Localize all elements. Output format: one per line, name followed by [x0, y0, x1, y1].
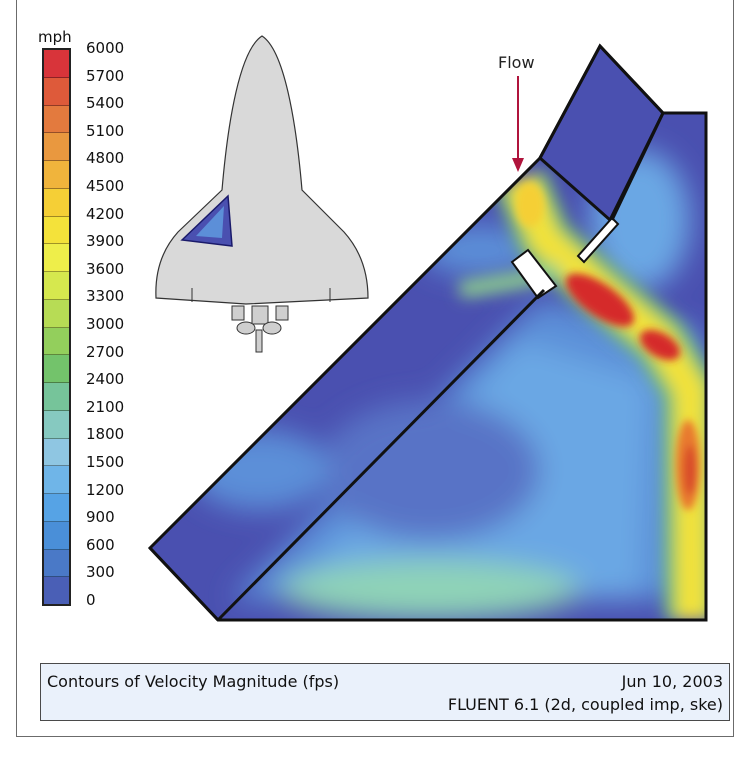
slot-gap-left [510, 248, 558, 300]
slot-gap-right [576, 216, 620, 264]
legend-color-segment [44, 50, 69, 78]
legend-tick-label: 2700 [86, 342, 125, 361]
legend-color-segment [44, 438, 69, 467]
legend-tick-label: 2400 [86, 370, 125, 389]
legend-tick-label: 6000 [86, 39, 125, 57]
legend-color-segment [44, 244, 69, 272]
legend-color-segment [44, 77, 69, 106]
legend-unit-label: mph [38, 28, 72, 46]
domain-outline [147, 43, 708, 622]
legend-color-segment [44, 272, 69, 300]
legend-tick-label: 4500 [86, 177, 125, 195]
color-legend-bar [42, 48, 71, 606]
legend-color-segment [44, 188, 69, 217]
legend-tick-label: 4200 [86, 204, 125, 223]
legend-tick-label: 5400 [86, 94, 125, 113]
legend-tick-label: 300 [86, 563, 115, 582]
legend-color-segment [44, 133, 69, 161]
caption-box: Contours of Velocity Magnitude (fps) Jun… [40, 663, 730, 721]
legend-tick-label: 3000 [86, 315, 125, 333]
legend-tick-label: 3300 [86, 287, 125, 306]
legend-color-segment [44, 327, 69, 356]
legend-tick-label: 1800 [86, 425, 125, 444]
flow-label: Flow [498, 53, 535, 72]
legend-tick-label: 600 [86, 535, 115, 554]
legend-color-segment [44, 161, 69, 189]
flow-arrow [512, 76, 524, 172]
legend-tick-label: 3600 [86, 259, 125, 278]
legend-tick-label: 900 [86, 508, 115, 527]
legend-tick-label: 4800 [86, 149, 125, 168]
legend-color-segment [44, 577, 69, 604]
legend-tick-label: 0 [86, 591, 96, 609]
legend-color-segment [44, 299, 69, 328]
caption-date: Jun 10, 2003 [621, 672, 723, 691]
legend-color-segment [44, 383, 69, 411]
legend-color-segment [44, 105, 69, 134]
legend-tick-label: 2100 [86, 397, 125, 416]
legend-tick-label: 1200 [86, 480, 125, 499]
wing-leading-edge [610, 112, 665, 221]
legend-tick-label: 5700 [86, 66, 125, 85]
legend-color-segment [44, 494, 69, 522]
legend-color-segment [44, 410, 69, 439]
wing-surface-line [216, 288, 546, 622]
legend-color-segment [44, 521, 69, 550]
legend-color-segment [44, 216, 69, 245]
legend-color-segment [44, 355, 69, 383]
shuttle-inset-illustration [155, 35, 369, 353]
caption-title: Contours of Velocity Magnitude (fps) [47, 672, 340, 691]
legend-tick-label: 1500 [86, 453, 125, 471]
legend-color-segment [44, 466, 69, 494]
legend-tick-label: 3900 [86, 232, 125, 251]
caption-solver: FLUENT 6.1 (2d, coupled imp, ske) [447, 695, 723, 714]
legend-color-segment [44, 549, 69, 578]
legend-tick-label: 5100 [86, 121, 125, 140]
